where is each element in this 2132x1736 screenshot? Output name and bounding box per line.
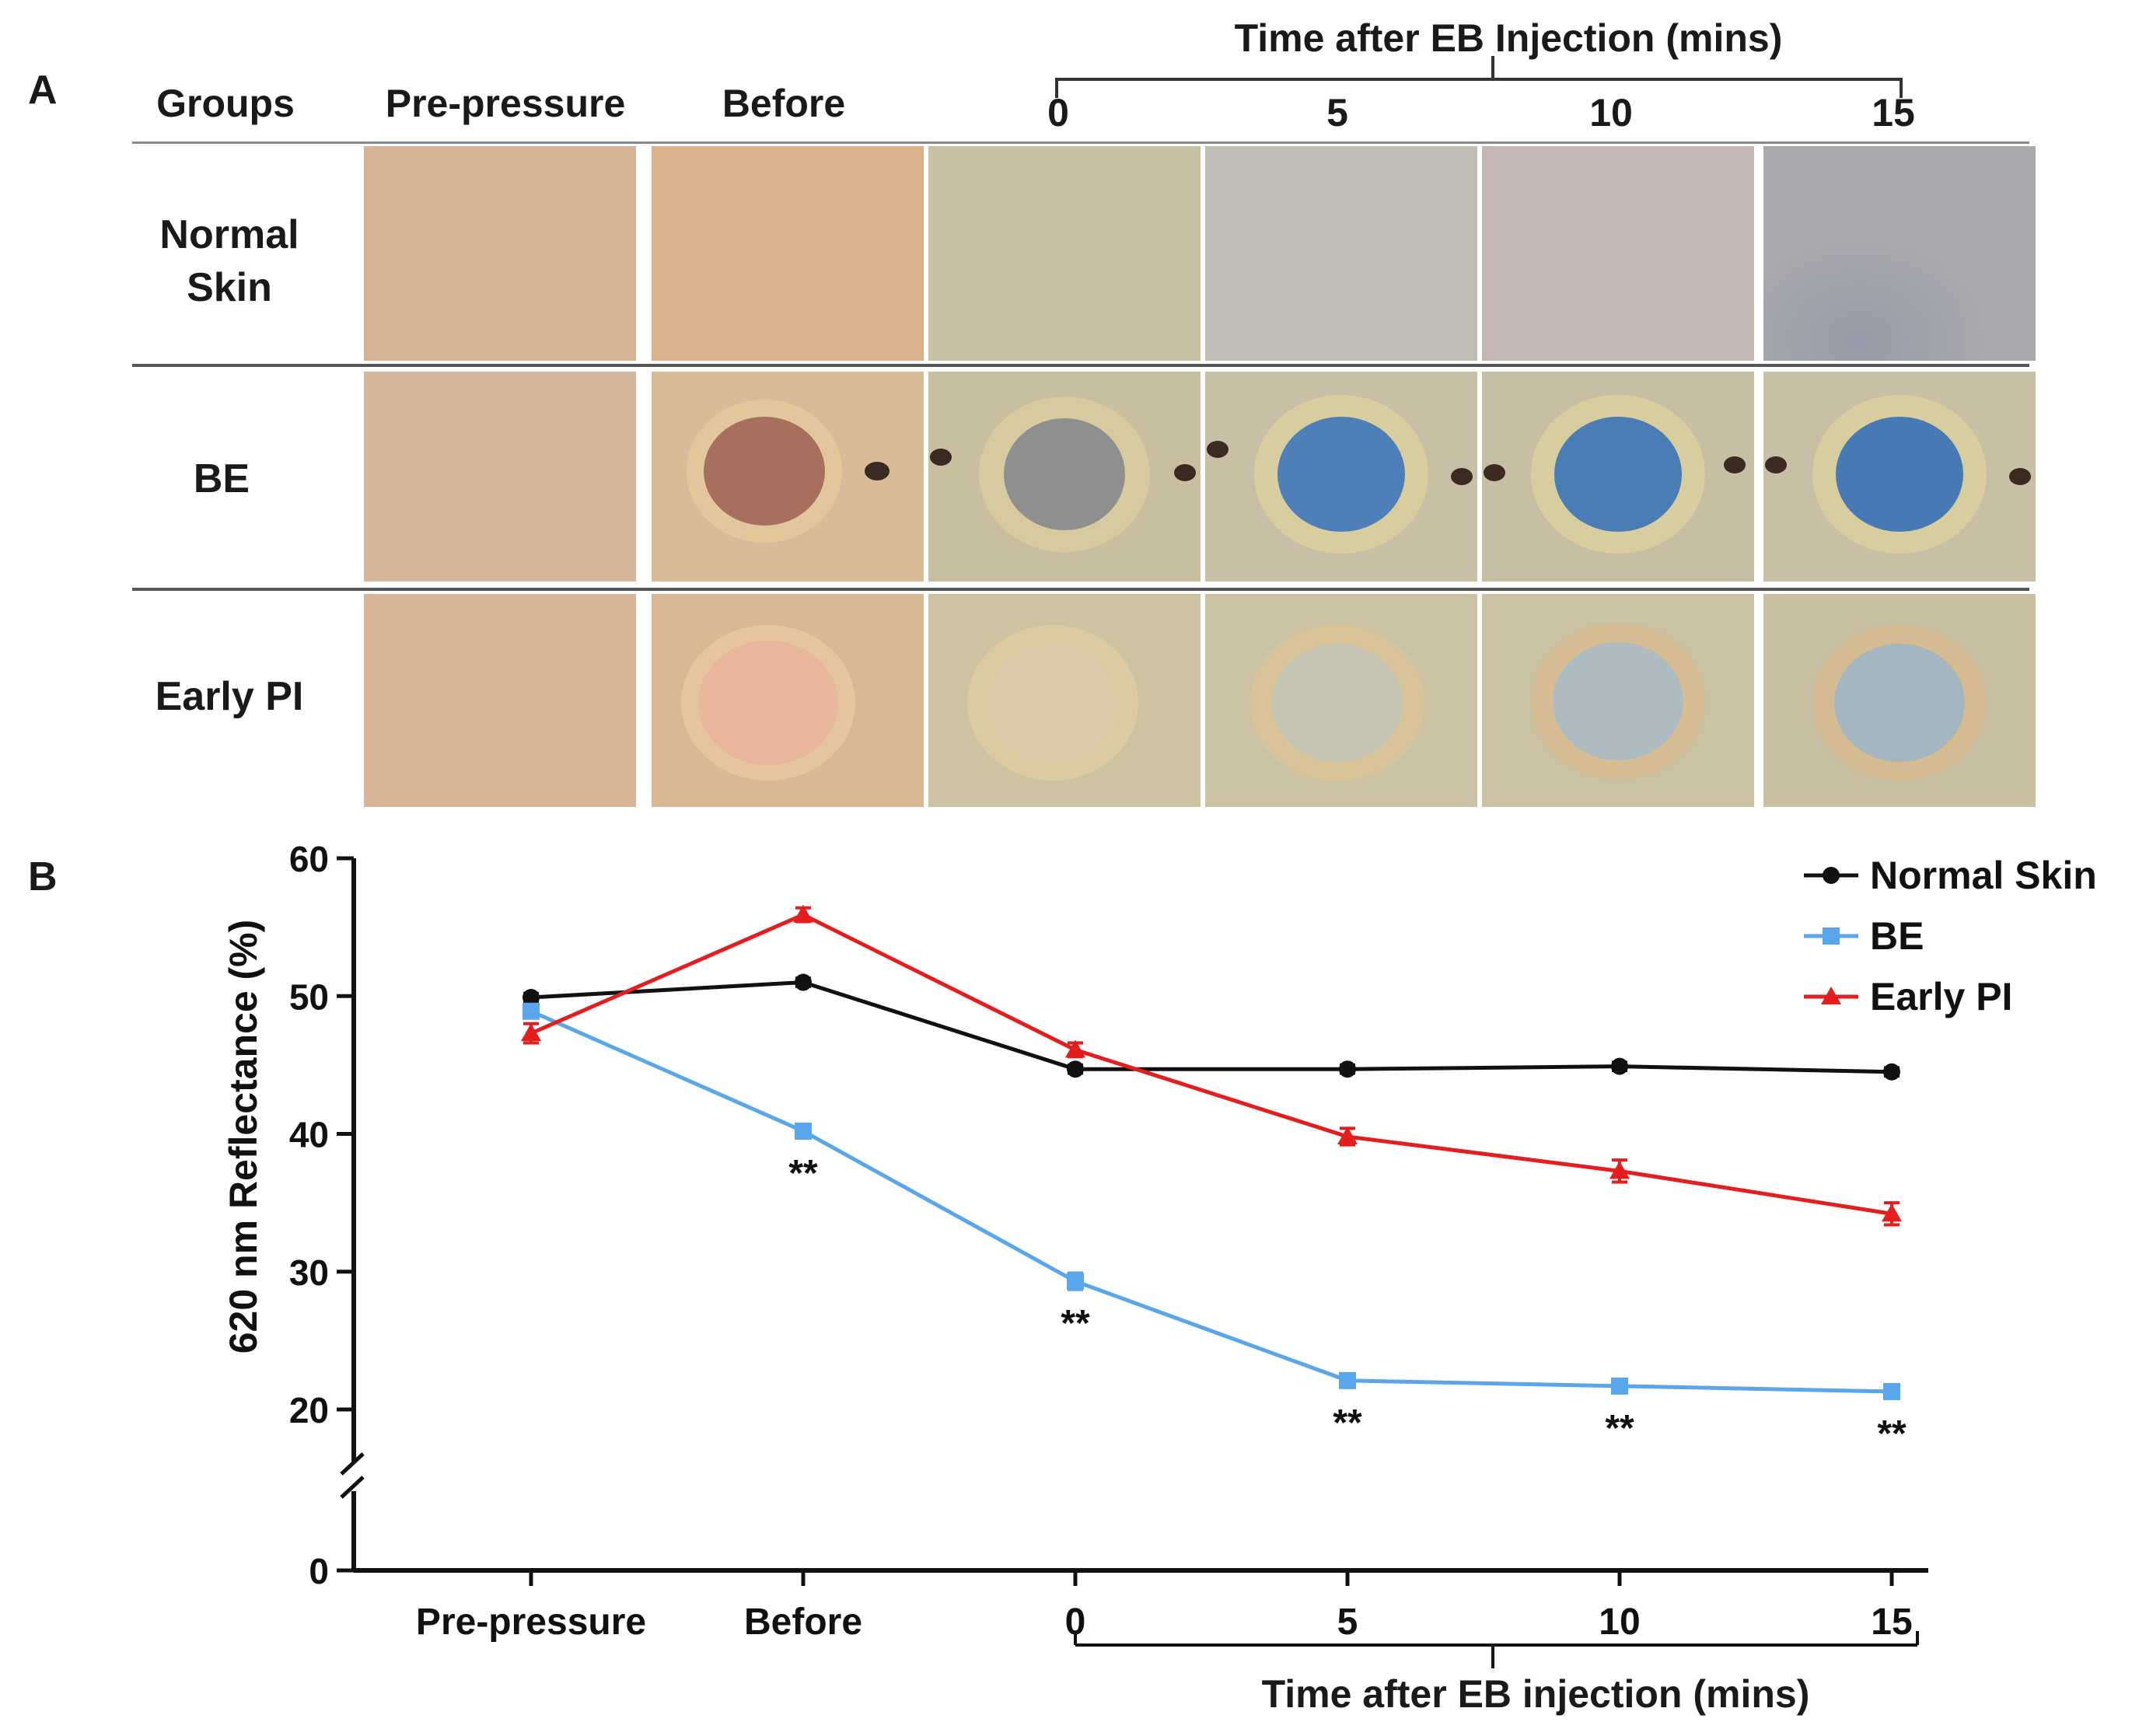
data-point bbox=[521, 1023, 541, 1042]
data-point bbox=[1337, 1126, 1358, 1145]
photo-early-pi-pre-pressure bbox=[364, 594, 636, 807]
legend-marker bbox=[1821, 987, 1841, 1004]
y-tick-label: 30 bbox=[289, 1252, 329, 1293]
photo-be-0 bbox=[928, 372, 1201, 582]
row-label-normal-skin: Normal Skin bbox=[109, 208, 350, 314]
data-point bbox=[1611, 1057, 1628, 1075]
time-bracket-left-tick bbox=[1055, 78, 1058, 98]
photo-early-pi-10 bbox=[1482, 594, 1754, 807]
time-point-0: 0 bbox=[1047, 91, 1069, 134]
x-tick-label: 10 bbox=[1599, 1602, 1640, 1643]
photo-be-10 bbox=[1482, 372, 1754, 582]
data-point bbox=[1065, 1039, 1085, 1058]
row-label-early-pi: Early PI bbox=[155, 674, 304, 719]
y-axis-label: 620 nm Reflectance (%) bbox=[222, 920, 265, 1354]
panel-a-letter: A bbox=[28, 68, 58, 113]
data-point bbox=[1883, 1063, 1900, 1081]
legend-label: BE bbox=[1870, 914, 1924, 958]
y-tick-label: 60 bbox=[289, 839, 329, 879]
data-point bbox=[523, 1002, 540, 1020]
data-point bbox=[1067, 1060, 1084, 1078]
significance-annotation: ** bbox=[1605, 1408, 1634, 1449]
row-divider-2 bbox=[132, 588, 2029, 591]
series-line-normal-skin bbox=[530, 980, 1893, 1074]
header-before: Before bbox=[722, 82, 846, 125]
photo-be-before bbox=[652, 372, 924, 582]
photo-normal-0 bbox=[928, 146, 1201, 361]
y-tick-label: 20 bbox=[289, 1390, 329, 1430]
panel-b-letter: B bbox=[28, 854, 58, 899]
legend-label: Normal Skin bbox=[1870, 854, 2097, 897]
data-point bbox=[795, 1122, 812, 1140]
y-tick-label: 0 bbox=[309, 1551, 329, 1591]
legend-label: Early PI bbox=[1870, 975, 2012, 1018]
photo-normal-pre-pressure bbox=[364, 146, 636, 361]
photo-normal-5 bbox=[1205, 146, 1477, 361]
y-axis-break-mark-2 bbox=[340, 1476, 365, 1499]
y-tick-label: 40 bbox=[289, 1115, 329, 1155]
data-point bbox=[1339, 1371, 1356, 1389]
significance-annotation: ** bbox=[788, 1153, 818, 1194]
time-point-5: 5 bbox=[1326, 91, 1348, 134]
legend-marker bbox=[1823, 927, 1840, 945]
time-bracket-right-tick bbox=[1900, 78, 1903, 98]
time-header-label: Time after EB Injection (mins) bbox=[1234, 16, 1783, 60]
photo-be-15 bbox=[1763, 372, 2036, 582]
significance-annotation: ** bbox=[1061, 1303, 1090, 1344]
row-label-normal-line1: Normal bbox=[159, 212, 299, 257]
data-point bbox=[793, 904, 813, 923]
header-pre-pressure: Pre-pressure bbox=[385, 82, 626, 125]
data-point bbox=[1883, 1382, 1900, 1400]
series-line-be bbox=[530, 1009, 1893, 1394]
photo-early-pi-before bbox=[652, 594, 924, 807]
data-point bbox=[1609, 1161, 1630, 1179]
x-tick-label: 5 bbox=[1337, 1602, 1358, 1643]
photo-early-pi-5 bbox=[1205, 594, 1477, 807]
significance-annotation: ** bbox=[1333, 1402, 1362, 1444]
series-line-early-pi bbox=[530, 912, 1893, 1216]
row-divider-1 bbox=[132, 364, 2029, 367]
time-point-15: 15 bbox=[1872, 91, 1915, 134]
photo-be-5 bbox=[1205, 372, 1477, 582]
x-tick-label: 15 bbox=[1871, 1602, 1912, 1643]
data-point bbox=[1067, 1273, 1084, 1291]
time-point-10: 10 bbox=[1589, 91, 1633, 134]
x-tick-label: Pre-pressure bbox=[416, 1602, 646, 1643]
data-point bbox=[1339, 1060, 1356, 1078]
photo-normal-before bbox=[652, 146, 924, 361]
data-point bbox=[1882, 1203, 1902, 1222]
x-tick-label: Before bbox=[744, 1602, 862, 1643]
time-bracket-center-tick bbox=[1491, 56, 1494, 79]
row-label-normal-line2: Skin bbox=[187, 265, 272, 310]
significance-annotation: ** bbox=[1877, 1413, 1907, 1455]
data-point bbox=[795, 973, 812, 991]
x-time-label: Time after EB injection (mins) bbox=[1261, 1672, 1810, 1716]
photo-normal-15 bbox=[1763, 146, 2036, 361]
row-label-be: BE bbox=[193, 456, 250, 501]
photo-be-pre-pressure bbox=[364, 372, 636, 582]
header-groups: Groups bbox=[156, 82, 295, 125]
photo-early-pi-0 bbox=[928, 594, 1201, 807]
time-bracket bbox=[1055, 78, 1903, 81]
y-tick-label: 50 bbox=[289, 976, 329, 1017]
header-divider bbox=[132, 141, 2029, 144]
photo-early-pi-15 bbox=[1763, 594, 2036, 807]
y-axis-break-mark-1 bbox=[340, 1452, 365, 1476]
data-point bbox=[1611, 1377, 1628, 1395]
photo-normal-10 bbox=[1482, 146, 1754, 361]
legend-marker bbox=[1823, 867, 1840, 884]
data-point bbox=[523, 989, 540, 1007]
